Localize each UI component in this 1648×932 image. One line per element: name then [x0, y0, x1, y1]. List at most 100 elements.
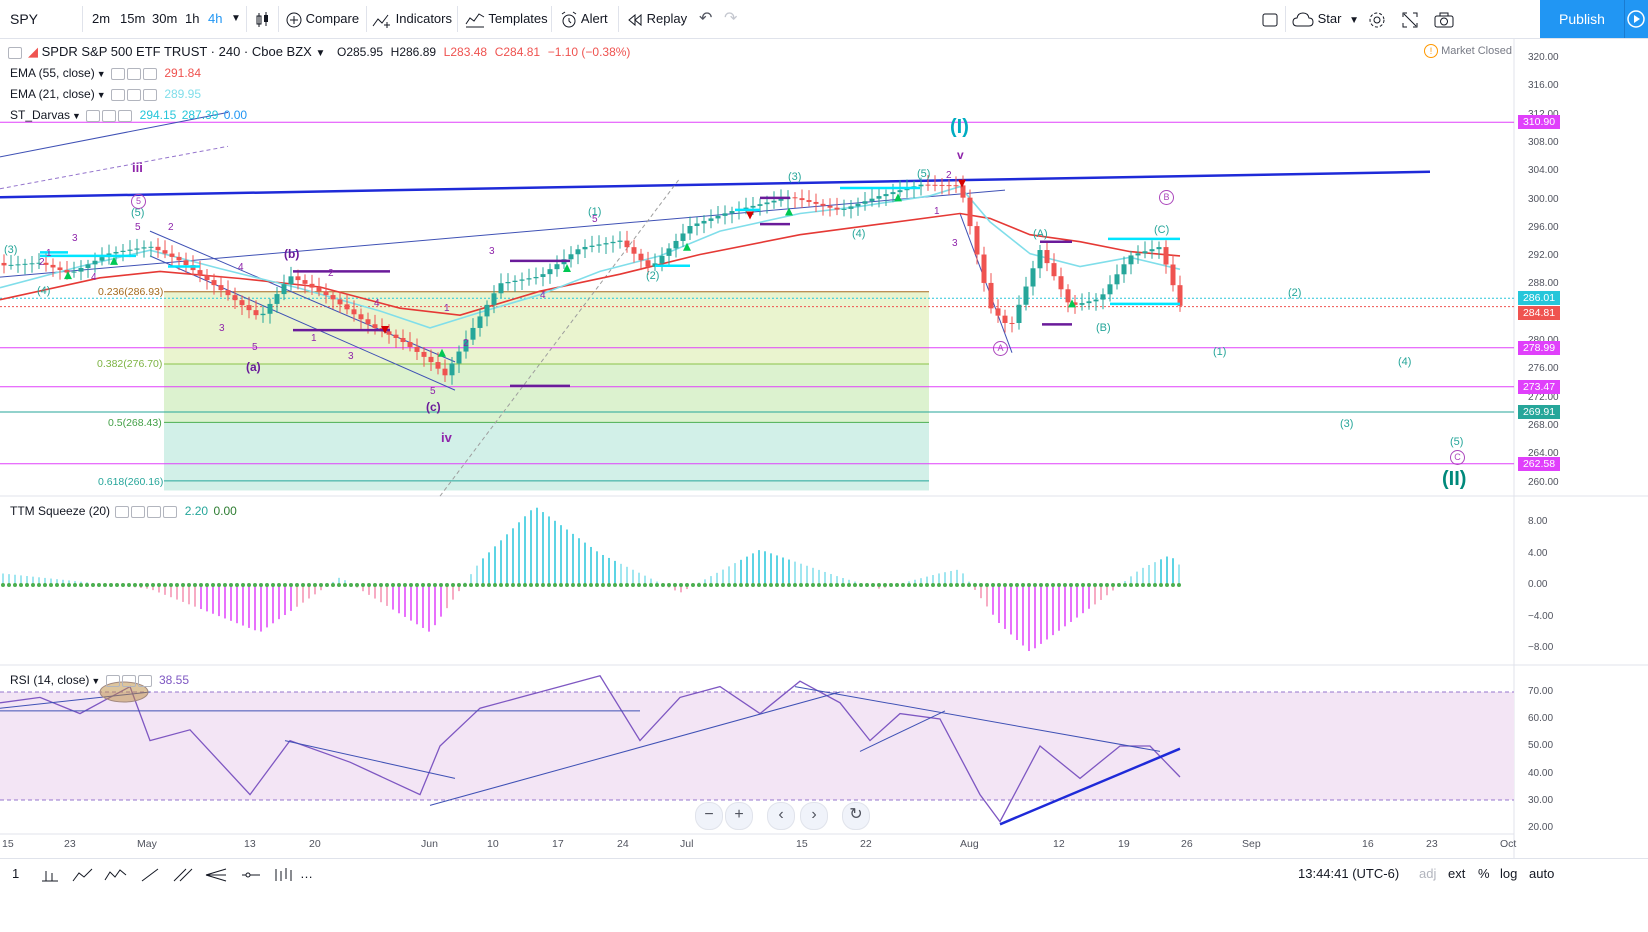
ttm-eye-icon[interactable] [115, 505, 130, 518]
ttm-dot [991, 583, 995, 587]
ttm-axis-label: −8.00 [1528, 642, 1554, 653]
darvas-legend[interactable]: ST_Darvas ▼ 294.15 287.39 0.00 [10, 108, 247, 122]
ema55-legend[interactable]: EMA (55, close) ▼ 291.84 [10, 66, 201, 80]
interval-1h[interactable]: 1h [185, 11, 200, 26]
channel-icon[interactable] [172, 859, 194, 889]
fullscreen-icon[interactable] [1402, 0, 1418, 38]
star-button[interactable]: Star ▼ [1292, 0, 1359, 38]
more-tools-icon[interactable]: … [300, 866, 313, 881]
candle-body [134, 248, 140, 250]
settings-gear-icon[interactable] [1368, 0, 1386, 38]
zoom-in-button[interactable]: + [725, 802, 753, 830]
scroll-left-button[interactable]: ‹ [767, 802, 795, 830]
goto-date-icon[interactable] [40, 859, 60, 889]
zoom-out-button[interactable]: − [695, 802, 723, 830]
candle-body [953, 185, 959, 187]
ac-chart-icon[interactable] [104, 859, 128, 889]
ttm-dot [355, 583, 359, 587]
ema21-settings-icon[interactable] [126, 88, 141, 101]
ttm-legend[interactable]: TTM Squeeze (20) 2.20 0.00 [10, 504, 237, 518]
bottom-interval-number[interactable]: 1 [12, 866, 20, 881]
candle-body [253, 310, 259, 316]
indicators-label: Indicators [395, 11, 452, 26]
ttm-source-icon[interactable] [147, 505, 162, 518]
replay-label: Replay [646, 11, 688, 26]
horizontal-ray-icon[interactable] [240, 859, 262, 889]
redo-icon[interactable]: ↷ [724, 10, 738, 27]
rsi-eye-icon[interactable] [105, 674, 120, 687]
time-axis-label: 12 [1053, 838, 1065, 850]
candle-body [841, 208, 847, 210]
interval-15m[interactable]: 15m [120, 11, 146, 26]
rsi-legend[interactable]: RSI (14, close) ▼ 38.55 [10, 673, 189, 687]
chart-canvas[interactable] [0, 38, 1648, 858]
interval-2m[interactable]: 2m [92, 11, 111, 26]
fullscreen-layout-icon[interactable] [1262, 0, 1278, 38]
interval-4h[interactable]: 4h [208, 11, 223, 26]
ema55-chevron-icon[interactable]: ▼ [96, 69, 106, 79]
ema21-close-icon[interactable] [142, 88, 157, 101]
darvas-chevron-icon[interactable]: ▼ [72, 111, 81, 121]
ema55-settings-icon[interactable] [126, 67, 141, 80]
trend-line-icon[interactable] [140, 859, 160, 889]
clock-time[interactable]: 13:44:41 (UTC-6) [1298, 866, 1400, 881]
templates-button[interactable]: Templates [465, 0, 548, 38]
time-axis-label: 13 [244, 838, 256, 850]
darvas-close-icon[interactable] [118, 109, 133, 122]
ema21-chevron-icon[interactable]: ▼ [96, 90, 106, 100]
ttm-dot [1, 583, 5, 587]
ttm-dot [637, 583, 641, 587]
rsi-axis-label: 50.00 [1528, 740, 1554, 752]
interval-30m[interactable]: 30m [152, 11, 178, 26]
log-toggle[interactable]: log [1500, 866, 1518, 881]
rsi-label: RSI (14, close) [10, 673, 90, 687]
ttm-dot [691, 583, 695, 587]
darvas-eye-icon[interactable] [86, 109, 101, 122]
auto-toggle[interactable]: auto [1529, 866, 1555, 881]
ttm-close-icon[interactable] [163, 505, 178, 518]
play-circle-icon[interactable] [1624, 0, 1648, 38]
scroll-right-button[interactable]: › [800, 802, 828, 830]
ttm-dot [781, 583, 785, 587]
ttm-axis-label: 4.00 [1528, 547, 1548, 559]
title-chevron-icon[interactable]: ▼ [315, 48, 326, 59]
chart-type-candles-icon[interactable] [255, 0, 271, 38]
adj-toggle[interactable]: adj [1419, 866, 1437, 881]
ema55-close-icon[interactable] [142, 67, 157, 80]
reset-chart-icon[interactable]: ↻ [842, 802, 870, 830]
publish-button[interactable]: Publish [1540, 0, 1624, 38]
candle-body [344, 304, 350, 310]
compare-button[interactable]: Compare [286, 0, 359, 38]
pitchfork-icon[interactable] [204, 859, 228, 889]
ema55-eye-icon[interactable] [110, 67, 125, 80]
candle-body [827, 205, 833, 208]
ema21-eye-icon[interactable] [110, 88, 125, 101]
candle-body [204, 275, 210, 281]
rsi-chevron-icon[interactable]: ▼ [91, 676, 101, 686]
collapse-legend-icon[interactable] [8, 46, 22, 59]
time-axis-label: Aug [960, 838, 979, 850]
candle-body [694, 223, 700, 227]
interval-dropdown-chevron-icon[interactable]: ▼ [231, 13, 241, 24]
ema21-legend[interactable]: EMA (21, close) ▼ 289.95 [10, 87, 201, 101]
rsi-close-icon[interactable] [137, 674, 152, 687]
compare-symbols-icon[interactable] [72, 859, 96, 889]
ext-toggle[interactable]: ext [1448, 866, 1466, 881]
price-tag: 310.90 [1518, 115, 1560, 129]
ttm-dot [577, 583, 581, 587]
undo-icon[interactable]: ↶ [699, 10, 713, 27]
alert-button[interactable]: Alert [560, 0, 608, 38]
candle-body [372, 324, 378, 329]
percent-toggle[interactable]: % [1478, 866, 1490, 881]
replay-button[interactable]: Replay [627, 0, 687, 38]
rsi-settings-icon[interactable] [121, 674, 136, 687]
darvas-settings-icon[interactable] [102, 109, 117, 122]
ttm-settings-icon[interactable] [131, 505, 146, 518]
bars-pattern-icon[interactable] [272, 859, 294, 889]
symbol-search[interactable]: SPY [10, 11, 39, 27]
price-axis-label: 264.00 [1528, 448, 1559, 460]
indicators-button[interactable]: Indicators [372, 0, 452, 38]
camera-snapshot-icon[interactable] [1434, 0, 1454, 38]
ttm-dot [871, 583, 875, 587]
change-value: −1.10 (−0.38%) [547, 45, 631, 59]
